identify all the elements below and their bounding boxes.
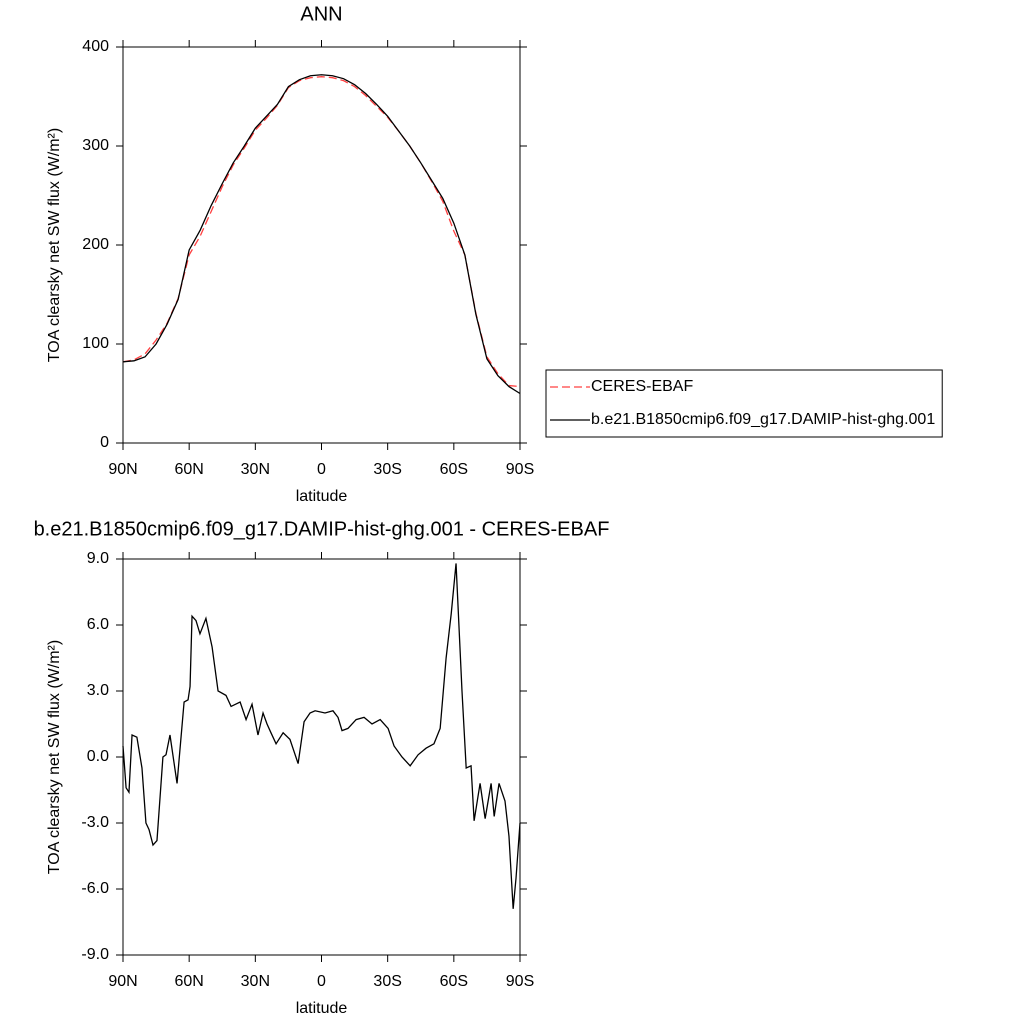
- x-tick-label: 30S: [373, 973, 401, 990]
- y-tick-label: 6.0: [87, 616, 109, 633]
- x-tick-label: 60S: [440, 461, 468, 478]
- y-tick-label: -9.0: [81, 946, 109, 963]
- x-tick-label: 90S: [506, 461, 534, 478]
- x-tick-label: 30S: [373, 461, 401, 478]
- y-tick-label: 9.0: [87, 550, 109, 567]
- x-tick-label: 30N: [241, 973, 270, 990]
- y-tick-label: 400: [82, 38, 109, 55]
- legend-label: CERES-EBAF: [591, 378, 693, 395]
- y-tick-label: 300: [82, 137, 109, 154]
- x-tick-label: 0: [317, 461, 326, 478]
- y-axis-label: TOA clearsky net SW flux (W/m²): [46, 640, 63, 874]
- y-tick-label: 0: [100, 434, 109, 451]
- plot-frame: [122, 558, 521, 956]
- x-tick-label: 60N: [174, 973, 203, 990]
- legend: CERES-EBAF b.e21.B1850cmip6.f09_g17.DAMIP…: [545, 369, 943, 438]
- data-line: [122, 74, 521, 395]
- y-tick-label: 100: [82, 335, 109, 352]
- chart-title: ANN: [300, 3, 342, 25]
- chart-title: b.e21.B1850cmip6.f09_g17.DAMIP-hist-ghg.…: [34, 518, 610, 540]
- x-tick-label: 0: [317, 973, 326, 990]
- data-line: [122, 76, 521, 388]
- x-tick-label: 90N: [108, 461, 137, 478]
- data-line: [122, 563, 521, 909]
- x-tick-label: 90N: [108, 973, 137, 990]
- x-tick-label: 60N: [174, 461, 203, 478]
- x-axis-label: latitude: [296, 488, 348, 505]
- x-axis-label: latitude: [296, 1000, 348, 1017]
- x-tick-label: 30N: [241, 461, 270, 478]
- y-tick-label: 0.0: [87, 748, 109, 765]
- x-tick-label: 90S: [506, 973, 534, 990]
- legend-label: b.e21.B1850cmip6.f09_g17.DAMIP-hist-ghg.…: [591, 411, 935, 428]
- legend-box: [545, 369, 943, 438]
- plot-frame: [122, 46, 521, 444]
- y-tick-label: 200: [82, 236, 109, 253]
- x-tick-label: 60S: [440, 973, 468, 990]
- y-tick-label: -6.0: [81, 880, 109, 897]
- y-axis-label: TOA clearsky net SW flux (W/m²): [46, 128, 63, 362]
- y-tick-label: 3.0: [87, 682, 109, 699]
- y-tick-label: -3.0: [81, 814, 109, 831]
